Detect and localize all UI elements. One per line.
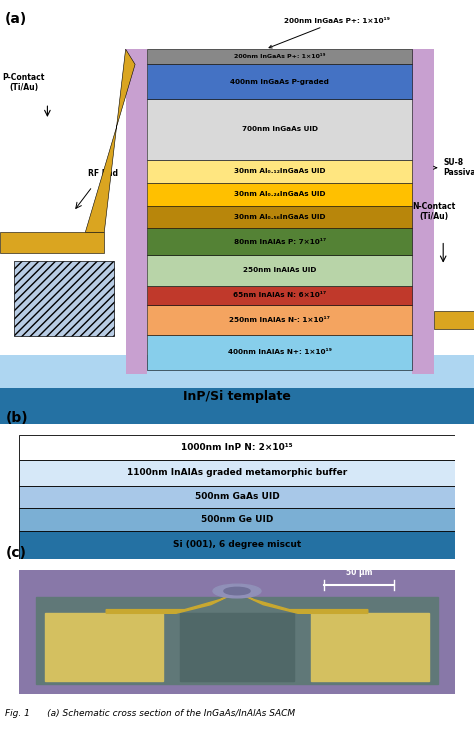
Bar bbox=[147, 160, 412, 183]
Text: 400nm InAlAs N+: 1×10¹⁹: 400nm InAlAs N+: 1×10¹⁹ bbox=[228, 350, 332, 355]
Bar bbox=[311, 614, 429, 681]
Bar bbox=[147, 206, 412, 229]
Text: 30nm Al₀.₅₆InGaAs UID: 30nm Al₀.₅₆InGaAs UID bbox=[234, 214, 326, 220]
Bar bbox=[36, 597, 438, 684]
Text: P-Contact
(Ti/Au): P-Contact (Ti/Au) bbox=[2, 73, 45, 92]
Bar bbox=[0, 355, 474, 388]
Text: 400nm InGaAs P-graded: 400nm InGaAs P-graded bbox=[230, 79, 329, 85]
Bar bbox=[147, 183, 412, 206]
Text: RF Pad: RF Pad bbox=[88, 170, 118, 178]
Bar bbox=[147, 50, 412, 64]
Text: 200nm InGaAs P+: 1×10¹⁹: 200nm InGaAs P+: 1×10¹⁹ bbox=[269, 18, 390, 48]
Text: SU-8
Passivation: SU-8 Passivation bbox=[434, 158, 474, 178]
Bar bbox=[147, 255, 412, 286]
Text: Fig. 1      (a) Schematic cross section of the InGaAs/InAlAs SACM: Fig. 1 (a) Schematic cross section of th… bbox=[5, 709, 295, 718]
Text: 30nm Al₀.₁₂InGaAs UID: 30nm Al₀.₁₂InGaAs UID bbox=[234, 168, 326, 174]
Bar bbox=[147, 286, 412, 304]
Text: 50 μm: 50 μm bbox=[346, 568, 373, 578]
Text: 200nm InGaAs P+: 1×10¹⁹: 200nm InGaAs P+: 1×10¹⁹ bbox=[234, 54, 326, 59]
Text: 250nm InAlAs N-: 1×10¹⁷: 250nm InAlAs N-: 1×10¹⁷ bbox=[229, 317, 330, 323]
Bar bbox=[147, 99, 412, 160]
Bar bbox=[147, 335, 412, 370]
Text: 500nm GaAs UID: 500nm GaAs UID bbox=[195, 493, 279, 501]
Text: 700nm InGaAs UID: 700nm InGaAs UID bbox=[242, 126, 318, 132]
Text: 1100nm InAlAs graded metamorphic buffer: 1100nm InAlAs graded metamorphic buffer bbox=[127, 469, 347, 478]
Polygon shape bbox=[85, 50, 135, 232]
Polygon shape bbox=[228, 589, 368, 613]
Bar bbox=[19, 460, 455, 485]
Bar bbox=[19, 509, 455, 531]
Text: (c): (c) bbox=[6, 546, 27, 560]
Bar bbox=[180, 614, 294, 681]
Text: N-Contact
(Ti/Au): N-Contact (Ti/Au) bbox=[412, 202, 456, 221]
Bar bbox=[126, 50, 147, 374]
Text: (b): (b) bbox=[6, 411, 28, 425]
Bar bbox=[45, 614, 163, 681]
Circle shape bbox=[213, 584, 261, 598]
Bar bbox=[412, 50, 434, 374]
Text: (a): (a) bbox=[5, 12, 27, 26]
Text: 500nm Ge UID: 500nm Ge UID bbox=[201, 515, 273, 524]
Polygon shape bbox=[106, 589, 246, 613]
Bar bbox=[19, 485, 455, 508]
Bar bbox=[147, 229, 412, 255]
Text: 250nm InAlAs UID: 250nm InAlAs UID bbox=[243, 268, 316, 274]
Bar bbox=[0, 364, 474, 424]
Text: 30nm Al₀.₂₄InGaAs UID: 30nm Al₀.₂₄InGaAs UID bbox=[234, 191, 326, 197]
Text: InP/Si template: InP/Si template bbox=[183, 390, 291, 404]
Circle shape bbox=[224, 587, 250, 595]
Bar bbox=[434, 310, 474, 329]
Bar bbox=[147, 304, 412, 335]
Bar bbox=[19, 435, 455, 460]
Bar bbox=[0, 232, 104, 253]
Text: 1000nm InP N: 2×10¹⁵: 1000nm InP N: 2×10¹⁵ bbox=[181, 443, 293, 452]
Text: Si (001), 6 degree miscut: Si (001), 6 degree miscut bbox=[173, 540, 301, 549]
Bar bbox=[14, 262, 114, 336]
Text: 80nm InAlAs P: 7×10¹⁷: 80nm InAlAs P: 7×10¹⁷ bbox=[234, 238, 326, 244]
Bar bbox=[147, 64, 412, 99]
Bar bbox=[19, 531, 455, 559]
Text: 65nm InAlAs N: 6×10¹⁷: 65nm InAlAs N: 6×10¹⁷ bbox=[233, 292, 326, 298]
